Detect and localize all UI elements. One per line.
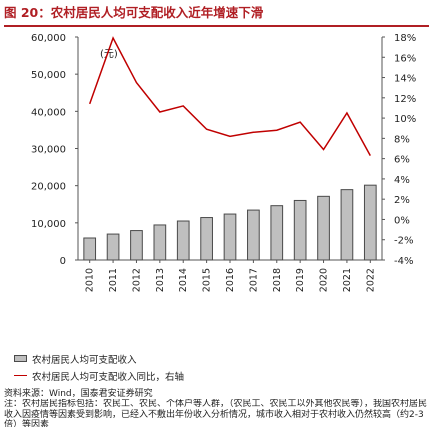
figure-note: 注：农村居民指标包括：农民工、农民、个体户等人群，（农民工、农民工以外其他农民等…: [4, 399, 428, 427]
figure-title: 图 20：农村居民人均可支配收入近年增速下滑: [4, 3, 429, 27]
chart-legend: 农村居民人均可支配收入 农村居民人均可支配收入同比，右轴: [14, 350, 426, 384]
right-axis-tick-label: 0%: [394, 215, 410, 226]
bar: [200, 217, 213, 261]
x-axis-tick-label: 2011: [108, 268, 119, 292]
bar: [363, 184, 377, 261]
x-axis-tick-label: 2017: [248, 268, 259, 292]
bar: [176, 220, 190, 261]
right-axis-tick-label: 18%: [394, 33, 416, 44]
bar: [83, 237, 97, 261]
x-axis-tick-label: 2018: [272, 268, 283, 292]
left-axis-tick-label: 60,000: [31, 33, 66, 44]
x-axis-tick-label: 2010: [85, 268, 96, 292]
left-axis-tick-label: 50,000: [31, 70, 66, 81]
x-axis-tick-label: 2012: [131, 268, 142, 292]
right-axis-tick-label: 8%: [394, 134, 410, 145]
figure-source: 资料来源：Wind，国泰君安证券研究: [4, 389, 153, 399]
x-axis-tick-label: 2016: [225, 268, 236, 292]
bar: [340, 189, 354, 261]
bar: [106, 233, 120, 261]
bar: [153, 224, 167, 261]
right-axis-tick-label: 16%: [394, 53, 416, 64]
bar: [247, 209, 260, 261]
x-axis-tick-label: 2014: [178, 268, 189, 292]
right-axis-tick-label: 10%: [394, 114, 416, 125]
chart-canvas: 0 10,000 20,000 30,000 40,000 50,000 60,000 -4%…: [31, 33, 416, 292]
x-axis-tick-label: 2013: [155, 268, 166, 292]
legend-swatch-bar: [14, 355, 27, 362]
bar: [270, 205, 284, 261]
left-axis-tick-label: 20,000: [31, 182, 66, 193]
legend-item-line: 农村居民人均可支配收入同比，右轴: [14, 367, 426, 384]
right-axis-tick-label: 4%: [394, 175, 410, 186]
x-axis-tick-label: 2015: [202, 268, 213, 292]
legend-item-bar: 农村居民人均可支配收入: [14, 350, 426, 367]
right-axis-tick-label: 2%: [394, 195, 410, 206]
x-axis-tick-label: 2022: [365, 268, 376, 292]
bar: [317, 195, 330, 261]
bar: [130, 230, 143, 261]
right-axis-tick-label: -2%: [394, 236, 413, 247]
right-axis-tick-label: 14%: [394, 74, 416, 85]
right-axis-tick-label: -4%: [394, 256, 413, 267]
x-axis-tick-label: 2019: [295, 268, 306, 292]
right-axis-tick-label: 6%: [394, 155, 410, 166]
left-axis-unit-label: (元): [100, 49, 118, 60]
left-axis-tick-label: 40,000: [31, 107, 66, 118]
legend-label-bar: 农村居民人均可支配收入: [32, 354, 137, 366]
x-axis-tick-label: 2020: [319, 268, 330, 292]
legend-swatch-line: [14, 375, 27, 376]
series-line-growth: [88, 36, 371, 156]
bar: [223, 213, 237, 261]
legend-label-line: 农村居民人均可支配收入同比，右轴: [32, 371, 185, 383]
left-axis-tick-label: 30,000: [31, 145, 66, 156]
x-axis-tick-label: 2021: [342, 268, 353, 292]
right-axis-tick-label: 12%: [394, 94, 416, 105]
left-axis-tick-label: 10,000: [31, 219, 66, 230]
bar: [293, 199, 307, 261]
left-axis-tick-label: 0: [60, 256, 66, 267]
